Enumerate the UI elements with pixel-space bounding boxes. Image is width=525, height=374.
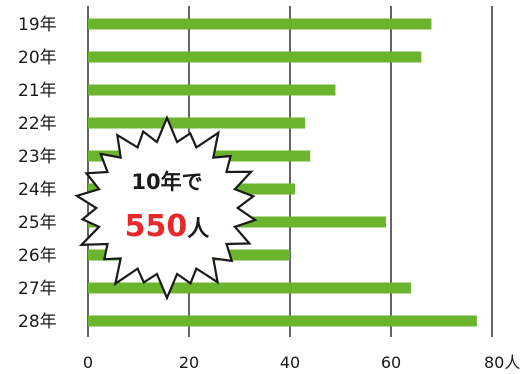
y-tick-label: 23年 [18, 147, 57, 167]
x-tick-label: 60 [381, 353, 401, 372]
y-tick-label: 25年 [18, 213, 57, 233]
y-tick-label: 21年 [18, 81, 57, 101]
bar [88, 117, 306, 129]
x-axis-tick-labels: 0 20 40 60 80人 [83, 353, 520, 372]
x-tick-label: 20 [179, 353, 199, 372]
bar [88, 18, 432, 30]
x-tick-label: 0 [83, 353, 93, 372]
y-tick-label: 27年 [18, 279, 57, 299]
starburst-shape [74, 114, 258, 301]
y-tick-label: 26年 [18, 246, 57, 266]
x-tick-label: 80人 [484, 353, 520, 372]
y-tick-label: 20年 [18, 48, 57, 68]
callout-total: 550人 [125, 209, 210, 244]
bar [88, 51, 422, 63]
callout-unit: 人 [187, 217, 209, 242]
callout-text: 10年で [131, 170, 202, 194]
y-tick-label: 28年 [18, 312, 57, 332]
starburst-callout: 10年で 550人 [74, 114, 258, 301]
bar [88, 282, 412, 294]
y-tick-label: 24年 [18, 180, 57, 200]
callout-number: 550 [125, 209, 188, 244]
bar [88, 315, 477, 327]
bar [88, 84, 336, 96]
y-tick-label: 19年 [18, 15, 57, 35]
y-axis-labels: 19年 20年 21年 22年 23年 24年 25年 26年 27年 28年 [18, 15, 57, 332]
y-tick-label: 22年 [18, 114, 57, 134]
x-tick-label: 40 [280, 353, 300, 372]
